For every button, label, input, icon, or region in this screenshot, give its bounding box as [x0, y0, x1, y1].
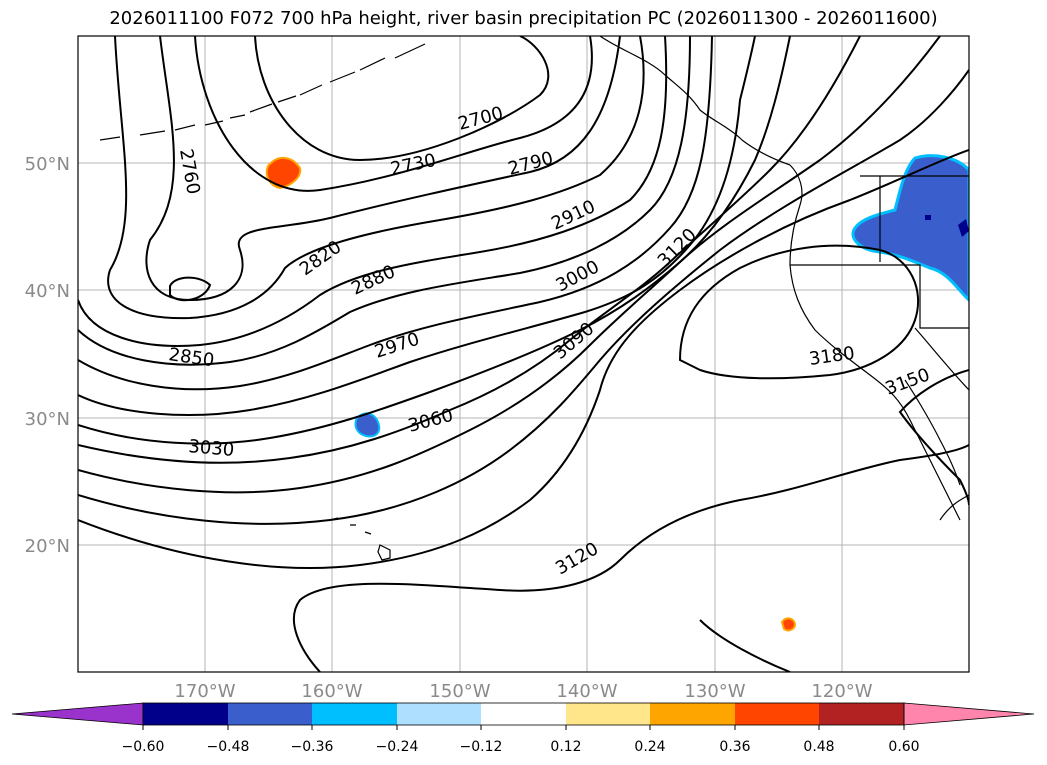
lon-label: 160°W — [301, 681, 362, 702]
colorbar-tick-label: 0.36 — [719, 739, 750, 755]
colorbar-segment — [481, 703, 566, 725]
colorbar-segment — [735, 703, 819, 725]
longitude-labels: 170°W 160°W 150°W 140°W 130°W 120°W — [174, 681, 872, 702]
state-borders — [790, 176, 969, 391]
colorbar-extend-high — [903, 702, 1035, 726]
aleutian-islands — [99, 43, 426, 141]
colorbar-tick-label: −0.24 — [376, 739, 419, 755]
colorbar-segment — [566, 703, 650, 725]
colorbar-tick-label: −0.48 — [207, 739, 250, 755]
colorbar-tick-label: 0.12 — [550, 739, 581, 755]
alaska-coast — [599, 36, 791, 166]
lon-label: 130°W — [684, 681, 745, 702]
colorbar-segment — [650, 703, 735, 725]
colorbar-segment — [228, 703, 312, 725]
lon-label: 150°W — [429, 681, 490, 702]
colorbar: −0.60 −0.48 −0.36 −0.24 −0.12 0.12 0.24 … — [11, 702, 1035, 755]
colorbar-tick-label: 0.60 — [888, 739, 919, 755]
precip-shading — [265, 154, 969, 632]
colorbar-tick-label: −0.60 — [122, 739, 165, 755]
lat-label: 40°N — [25, 281, 70, 302]
colorbar-segment — [312, 703, 397, 725]
map-frame — [78, 36, 969, 672]
colorbar-extend-low — [11, 702, 144, 726]
canada-us-coast — [789, 164, 961, 521]
colorbar-tick-label: −0.12 — [460, 739, 503, 755]
map-title: 2026011100 F072 700 hPa height, river ba… — [109, 8, 938, 29]
colorbar-segment — [143, 703, 228, 725]
baja-california — [904, 379, 961, 486]
colorbar-tick-label: 0.24 — [634, 739, 665, 755]
lon-label: 120°W — [811, 681, 872, 702]
latitude-labels: 50°N 40°N 30°N 20°N — [25, 154, 70, 557]
colorbar-tick-label: −0.36 — [291, 739, 334, 755]
lon-label: 170°W — [174, 681, 235, 702]
colorbar-tick-label: 0.48 — [803, 739, 834, 755]
lat-label: 50°N — [25, 154, 70, 175]
contour-label: 3030 — [188, 436, 235, 461]
lon-label: 140°W — [556, 681, 617, 702]
precip-core-west-coast-2 — [958, 219, 969, 237]
height-contours — [78, 36, 969, 672]
colorbar-segment — [819, 703, 904, 725]
lat-label: 20°N — [25, 536, 70, 557]
colorbar-tick-labels: −0.60 −0.48 −0.36 −0.24 −0.12 0.12 0.24 … — [122, 739, 920, 755]
precip-core-west-coast — [925, 215, 931, 220]
precip-area-south — [780, 617, 797, 632]
colorbar-segment — [397, 703, 481, 725]
lat-label: 30°N — [25, 409, 70, 430]
